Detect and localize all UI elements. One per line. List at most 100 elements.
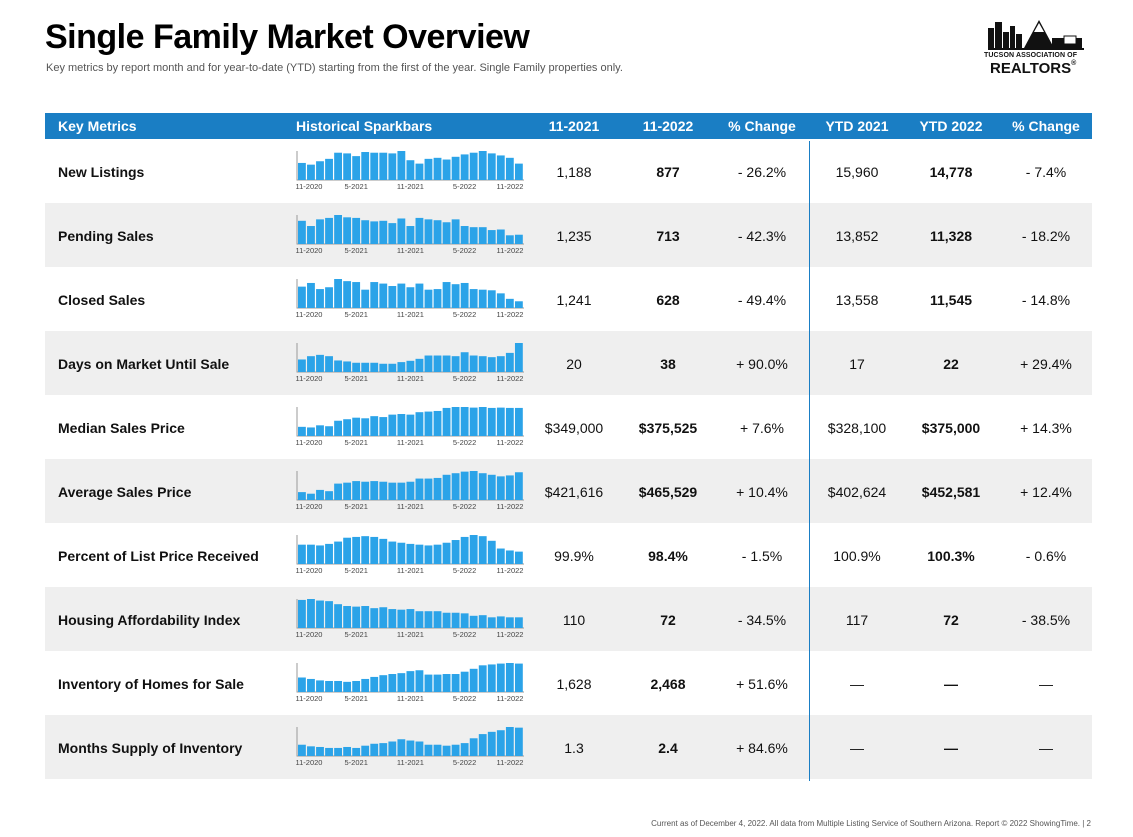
cell-ytdchg: - 38.5% [1021, 612, 1071, 628]
spark-bar [370, 676, 379, 692]
metric-name: Months Supply of Inventory [58, 740, 243, 756]
spark-bar [397, 609, 406, 628]
cell-ytd2021: 100.9% [833, 548, 881, 564]
cell-v2022: 72 [660, 612, 676, 628]
spark-bar [433, 544, 442, 564]
cell-chg: + 51.6% [736, 676, 788, 692]
col-ytd-2022: YTD 2022 [919, 118, 983, 134]
spark-bar [298, 744, 306, 756]
spark-bar [424, 674, 433, 692]
col-11-2021: 11-2021 [548, 118, 600, 134]
spark-bar [505, 727, 514, 756]
spark-tick-label: 11-2020 [296, 374, 322, 383]
spark-bar [334, 360, 342, 372]
sparkbar-chart: 11-2020 5-2021 11-2021 5-2022 11-2022 [296, 215, 524, 255]
spark-bar [424, 219, 433, 244]
cell-ytd2021: 117 [845, 612, 869, 628]
spark-bar [514, 663, 523, 692]
spark-bar [388, 541, 397, 564]
spark-tick-label: 11-2022 [497, 310, 524, 319]
cell-v2022: 877 [656, 164, 680, 180]
spark-bar [334, 604, 342, 628]
spark-tick-label: 5-2021 [345, 246, 368, 255]
spark-bar [343, 419, 352, 436]
spark-bar [487, 731, 496, 756]
spark-bar [352, 680, 361, 692]
spark-bar [460, 613, 469, 628]
spark-bar [505, 617, 514, 628]
spark-tick-label: 5-2021 [345, 758, 368, 767]
spark-bar [442, 674, 451, 692]
cell-chg: - 1.5% [741, 548, 783, 564]
spark-tick-label: 11-2021 [397, 246, 424, 255]
spark-tick-label: 5-2022 [453, 502, 476, 511]
spark-bar [505, 235, 514, 244]
spark-bar [478, 356, 487, 372]
spark-bar [334, 420, 342, 436]
spark-bar [388, 414, 397, 436]
spark-tick-label: 5-2021 [345, 630, 368, 639]
spark-tick-label: 11-2020 [296, 182, 322, 191]
spark-bar [478, 734, 487, 756]
sparkbar-chart: 11-2020 5-2021 11-2021 5-2022 11-2022 [296, 663, 524, 703]
spark-tick-label: 5-2022 [453, 630, 476, 639]
spark-bar [352, 217, 361, 244]
cell-v2021: 110 [562, 612, 586, 628]
spark-bar [505, 550, 514, 564]
spark-bar [379, 283, 388, 308]
spark-bar [460, 536, 469, 564]
spark-bar [406, 671, 415, 692]
spark-bar [415, 478, 424, 500]
table-row: New Listings 1,188 877 - 26.2% 15,960 14,778 -… [45, 139, 1092, 203]
table-header: Key Metrics Historical Sparkbars 11-2021… [45, 113, 1092, 139]
cell-ytd2022: — [944, 740, 958, 756]
table-row: Inventory of Homes for Sale 1,628 2,468 + 5… [45, 651, 1092, 715]
spark-tick-label: 11-2021 [397, 758, 424, 767]
table-row: Housing Affordability Index 110 72 - 34.5% 1… [45, 587, 1092, 651]
spark-bar [442, 612, 451, 628]
metric-name: Days on Market Until Sale [58, 356, 230, 372]
spark-bar [388, 609, 397, 628]
spark-tick-label: 11-2021 [397, 566, 424, 575]
spark-bar [370, 221, 379, 244]
spark-bar [514, 617, 523, 628]
spark-bar [505, 663, 514, 692]
spark-bar [451, 744, 460, 756]
cell-chg: - 34.5% [737, 612, 787, 628]
spark-bar [424, 355, 433, 372]
cell-v2022: 628 [656, 292, 680, 308]
spark-bar [424, 289, 433, 308]
spark-bar [334, 541, 342, 564]
spark-bar [388, 482, 397, 500]
metric-name: Average Sales Price [58, 484, 192, 500]
cell-v2022: 2,468 [650, 676, 686, 692]
spark-bar [370, 362, 379, 372]
cell-ytd2022: 11,545 [929, 292, 973, 308]
spark-bar [361, 289, 370, 308]
spark-bar [460, 471, 469, 500]
spark-bar [325, 356, 333, 372]
spark-tick-label: 11-2022 [497, 246, 524, 255]
spark-bar [487, 474, 496, 500]
spark-bar [379, 417, 388, 436]
spark-bar [460, 671, 469, 692]
spark-bar [487, 357, 496, 372]
cell-chg: - 42.3% [737, 228, 787, 244]
spark-bar [397, 482, 406, 500]
cell-ytdchg: - 0.6% [1025, 548, 1067, 564]
spark-bar [352, 606, 361, 628]
spark-bar [388, 741, 397, 756]
spark-bar [298, 286, 306, 308]
cell-ytdchg: + 29.4% [1020, 356, 1072, 372]
spark-bar [469, 535, 478, 564]
cell-v2022: 713 [656, 228, 680, 244]
spark-bar [397, 218, 406, 244]
cell-ytd2022: 22 [943, 356, 959, 372]
spark-tick-label: 5-2021 [345, 566, 368, 575]
spark-bar [307, 678, 315, 692]
spark-bar [451, 674, 460, 692]
spark-bar [325, 287, 333, 308]
page-subtitle: Key metrics by report month and for year… [46, 62, 623, 74]
col-ytd-2021: YTD 2021 [825, 118, 889, 134]
spark-bar [478, 473, 487, 500]
